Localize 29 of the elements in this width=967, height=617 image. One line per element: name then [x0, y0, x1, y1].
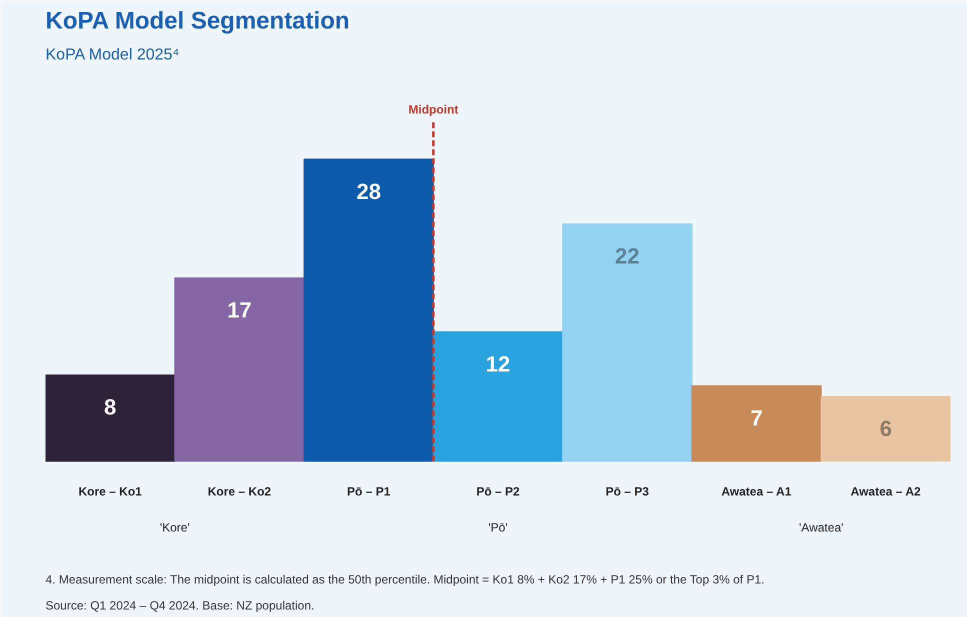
x-tick-label: Awatea – A2: [850, 484, 921, 498]
text: 4. Measurement scale: The midpoint is calculated as the 50th percentile. Midpoint = Ko1 8% + Ko2 17% + P1 25% or the Top 3% of P1.: [46, 572, 764, 586]
chart-title: KoPA Model Segmentation: [46, 8, 350, 34]
text: 'Pō': [488, 520, 508, 535]
x-tick-label: Pō – P2: [476, 484, 520, 498]
bar: [304, 158, 434, 462]
data-label: 8: [104, 394, 116, 420]
bar: [820, 396, 950, 462]
chart-subtitle: KoPA Model 2025⁴: [46, 46, 180, 64]
bar: [174, 277, 305, 462]
bar: [691, 385, 822, 462]
x-tick-label: Kore – Ko1: [78, 484, 142, 498]
x-tick-label: Awatea – A1: [721, 484, 792, 498]
text: 'Kore': [160, 520, 190, 535]
data-label: 28: [356, 178, 381, 204]
data-label: 12: [486, 352, 510, 377]
data-label: 6: [880, 416, 892, 442]
data-label: 17: [227, 298, 252, 323]
data-label: 7: [750, 405, 763, 430]
bar: [46, 374, 176, 462]
bar: [562, 223, 692, 462]
x-tick-label: Pō – P1: [347, 484, 391, 498]
x-tick-label: Pō – P3: [606, 484, 650, 498]
source-note: Source: Q1 2024 – Q4 2024. Base: NZ population.: [46, 598, 314, 612]
bar: [432, 331, 564, 462]
ref-line-label: Midpoint: [408, 102, 458, 116]
text: 'Awatea': [799, 520, 844, 535]
x-tick-label: Kore – Ko2: [208, 484, 272, 498]
data-label: 22: [615, 244, 640, 269]
